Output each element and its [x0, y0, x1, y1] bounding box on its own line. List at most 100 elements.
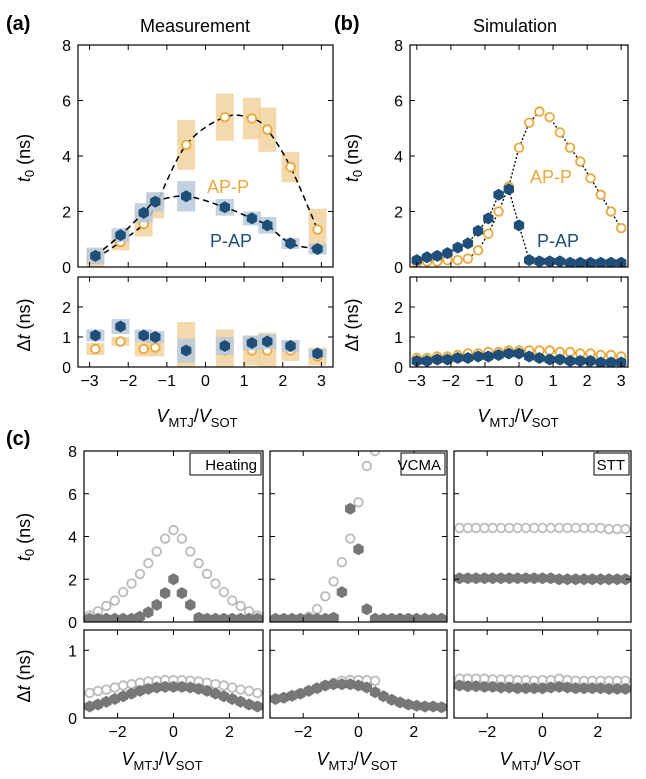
data-point-filled — [138, 329, 149, 342]
data-point-filled — [84, 700, 95, 713]
data-point-filled — [442, 353, 453, 366]
x-tick-label: −2 — [119, 373, 137, 390]
data-point-filled — [603, 573, 615, 586]
data-point-filled — [483, 212, 494, 225]
data-point-filled — [564, 355, 576, 367]
data-point-filled — [286, 689, 298, 702]
data-point-filled — [210, 687, 221, 700]
y-tick-label: 0 — [62, 360, 71, 377]
data-point-open — [159, 533, 171, 544]
data-point-filled — [578, 682, 590, 695]
data-point-open — [219, 111, 231, 123]
data-point-filled — [620, 573, 631, 586]
data-point-filled — [512, 682, 523, 695]
data-point-open — [454, 522, 465, 534]
data-point-open — [462, 253, 474, 264]
data-point-filled — [479, 572, 490, 585]
data-point-filled — [159, 680, 171, 693]
data-point-filled — [262, 335, 273, 348]
data-point-filled — [134, 684, 146, 697]
data-point-filled — [345, 502, 356, 515]
data-point-filled — [585, 256, 596, 267]
plot-area-b-bot — [411, 345, 627, 367]
data-point-filled — [394, 612, 406, 622]
data-point-open — [570, 522, 581, 534]
data-point-filled — [544, 353, 555, 366]
data-point-open — [554, 127, 566, 138]
data-point-open — [603, 523, 615, 535]
data-point-open — [312, 224, 323, 235]
data-point-filled — [603, 682, 615, 695]
data-point-filled — [118, 612, 129, 622]
data-point-filled — [595, 682, 606, 695]
data-point-filled — [432, 353, 443, 366]
data-point-filled — [181, 190, 192, 203]
data-point-filled — [386, 612, 397, 622]
data-point-filled — [452, 352, 463, 364]
data-point-open — [176, 533, 188, 544]
mechanism-label-box — [189, 452, 262, 476]
axes-frame — [453, 629, 632, 719]
data-point-filled — [84, 612, 95, 622]
data-point-filled — [193, 611, 204, 622]
data-point-filled — [185, 598, 196, 611]
data-point-filled — [143, 606, 154, 619]
data-point-open — [479, 522, 490, 534]
data-point-filled — [201, 612, 213, 622]
data-point-filled — [218, 612, 229, 622]
data-point-filled — [90, 249, 101, 262]
data-point-filled — [553, 680, 565, 693]
data-point-filled — [553, 573, 565, 586]
data-point-filled — [134, 610, 146, 622]
panel-label-c: (c) — [6, 428, 30, 450]
ylabel-b-bottom: Δt (ns) — [342, 298, 362, 351]
data-point-filled — [109, 693, 120, 705]
plot-area-c3-top — [454, 522, 631, 586]
plot-panels: 0 2 4 6 8 −3 −2 −1 0 1 2 3 0 1 2 0 2 4 6 8 −3 −2 −1 0 1 2 3 0 1 2 0 2 4 6… — [62, 38, 632, 741]
plot-area-c1-bot — [84, 674, 263, 713]
data-point-filled — [201, 684, 213, 697]
data-point-open — [513, 142, 525, 153]
data-point-filled — [243, 612, 255, 622]
data-point-open — [595, 522, 606, 534]
data-point-filled — [529, 682, 540, 695]
data-point-filled — [361, 681, 372, 694]
data-point-filled — [534, 352, 545, 364]
y-tick-label: 2 — [62, 300, 71, 317]
data-point-open — [504, 522, 515, 534]
data-point-filled — [411, 699, 422, 712]
data-point-filled — [369, 686, 381, 699]
data-point-open — [117, 680, 129, 691]
data-point-filled — [386, 693, 397, 706]
x-tick-label: 1 — [240, 373, 249, 390]
x-tick-label: 0 — [515, 373, 524, 390]
data-point-filled — [185, 681, 196, 694]
data-point-filled — [378, 690, 389, 703]
xlabel-c1: VMTJ/VSOT — [121, 749, 202, 773]
data-point-filled — [150, 195, 161, 208]
data-point-filled — [353, 543, 364, 556]
svg-text:Δt (ns): Δt (ns) — [342, 298, 362, 351]
data-point-filled — [90, 329, 101, 342]
y-tick-label: 4 — [68, 530, 77, 547]
data-point-filled — [595, 256, 606, 267]
y-tick-label: 1 — [68, 643, 77, 660]
plot-area-b-top — [411, 106, 627, 267]
data-point-filled — [138, 206, 149, 219]
data-point-filled — [419, 700, 431, 713]
data-point-filled — [295, 687, 306, 700]
data-point-filled — [252, 700, 263, 713]
data-point-filled — [513, 347, 525, 360]
data-point-open — [470, 522, 482, 534]
data-point-filled — [462, 237, 474, 250]
data-point-filled — [545, 681, 556, 694]
data-point-filled — [554, 255, 566, 267]
panel-c3-top: STT — [453, 450, 632, 623]
data-point-filled — [605, 356, 617, 367]
data-point-filled — [378, 612, 389, 622]
data-point-open — [472, 245, 484, 256]
panel-label-b: (b) — [334, 13, 360, 35]
data-point-filled — [311, 612, 323, 622]
data-point-open — [243, 685, 255, 697]
plot-area-a-bot — [86, 319, 327, 367]
